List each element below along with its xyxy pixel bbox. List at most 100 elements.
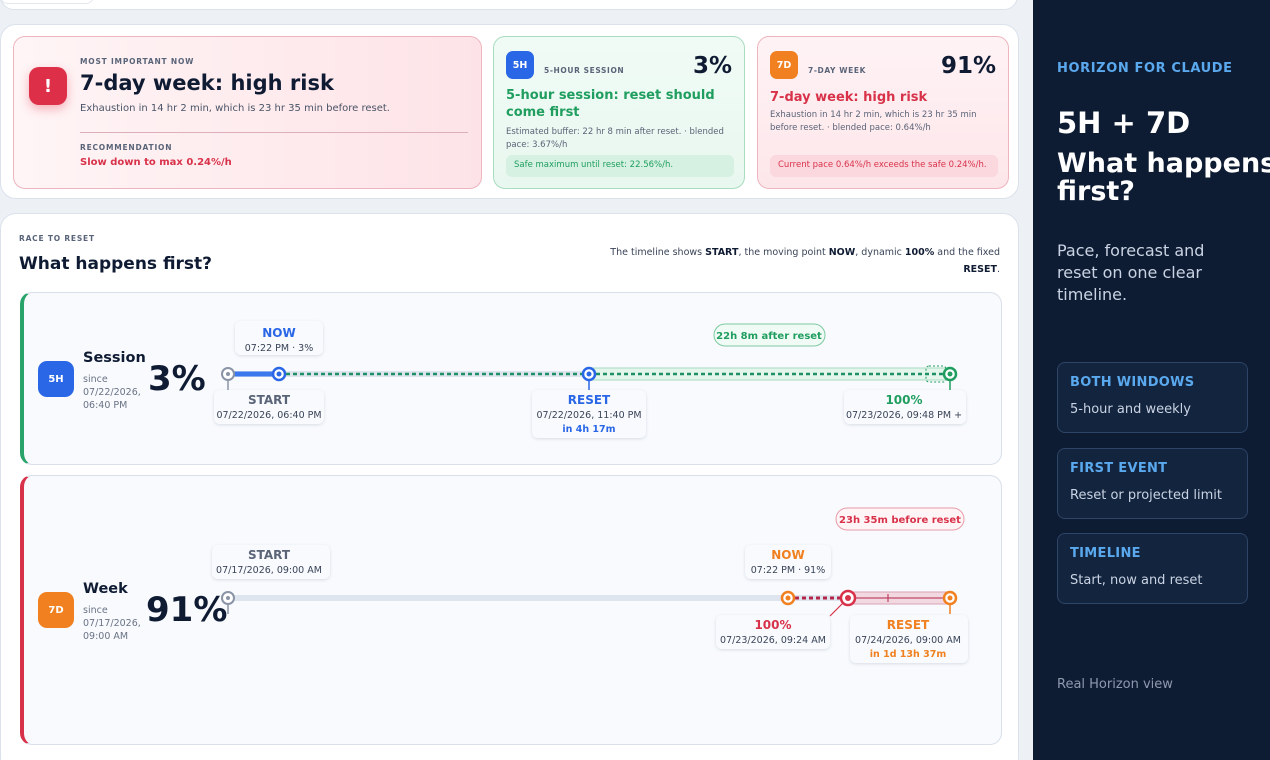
sidebar-lead: Pace, forecast and reset on one clear ti… bbox=[1057, 241, 1205, 304]
session-timeline: NOW 07:22 PM · 3% 22h 8m after reset STA… bbox=[214, 321, 966, 438]
session-lane-percent: 3% bbox=[148, 359, 206, 399]
week-lane-badge: 7D bbox=[38, 592, 74, 628]
now-marker-dot bbox=[276, 371, 282, 377]
week-lane-name: Week bbox=[83, 581, 128, 597]
note-start: START bbox=[705, 247, 739, 258]
full-label-box bbox=[844, 390, 966, 424]
week-since: since 07/17/2026, 09:00 AM bbox=[83, 604, 145, 643]
session-card-percent: 3% bbox=[692, 53, 732, 79]
week-card-sub: Exhaustion in 14 hr 2 min, which is 23 h… bbox=[770, 110, 977, 133]
session-card-sub: Estimated buffer: 22 hr 8 min after rese… bbox=[506, 127, 724, 150]
session-summary-card[interactable]: 5H 5-HOUR SESSION 3% 5-hour session: res… bbox=[493, 36, 745, 189]
start-label-box bbox=[214, 390, 324, 424]
session-safe-chip: Safe maximum until reset: 22.56%/h. bbox=[506, 155, 734, 177]
sidebar-headline-1: 5H + 7D bbox=[1057, 106, 1191, 140]
now-time: 07:22 PM · 3% bbox=[245, 343, 313, 354]
week-badge: 7D bbox=[770, 51, 798, 79]
top-panel-edge bbox=[0, 0, 1018, 10]
note-text: . bbox=[996, 264, 1000, 275]
start-label: START bbox=[248, 548, 291, 562]
reset-marker-dot bbox=[947, 595, 953, 601]
feature-card-first-event[interactable]: FIRST EVENT Reset or projected limit bbox=[1057, 448, 1248, 519]
primary-title: 7-day week: high risk bbox=[80, 71, 334, 95]
feature-text: Reset or projected limit bbox=[1070, 488, 1222, 503]
feature-card-both-windows[interactable]: BOTH WINDOWS 5-hour and weekly bbox=[1057, 362, 1248, 433]
now-label-box bbox=[745, 545, 831, 579]
reset-time: 07/22/2026, 11:40 PM bbox=[536, 410, 641, 421]
feature-title: FIRST EVENT bbox=[1070, 461, 1168, 476]
sidebar-headline-2: What happens first? bbox=[1057, 148, 1270, 207]
full-label: 100% bbox=[885, 393, 922, 407]
week-card-headline: 7-day week: high risk bbox=[770, 90, 928, 105]
race-eyebrow: RACE TO RESET bbox=[19, 234, 95, 243]
full-marker-dot bbox=[947, 371, 953, 377]
full-time: 07/23/2026, 09:24 AM bbox=[720, 635, 826, 646]
week-gap-text: 23h 35m before reset bbox=[839, 515, 961, 526]
primary-eyebrow: MOST IMPORTANT NOW bbox=[80, 57, 195, 66]
note-now: NOW bbox=[828, 247, 856, 258]
week-summary-card[interactable]: 7D 7-DAY WEEK 91% 7-day week: high risk … bbox=[757, 36, 1009, 189]
full-marker-dot bbox=[845, 595, 851, 601]
recommendation-text: Slow down to max 0.24%/h bbox=[80, 157, 232, 168]
session-since: since 07/22/2026, 06:40 PM bbox=[83, 373, 145, 412]
week-pace-chip: Current pace 0.64%/h exceeds the safe 0.… bbox=[770, 155, 998, 177]
since-label: since bbox=[83, 374, 108, 385]
sidebar-footer: Real Horizon view bbox=[1057, 677, 1173, 692]
start-marker-dot bbox=[226, 596, 230, 600]
note-text: , dynamic bbox=[855, 247, 905, 258]
note-text: The timeline shows bbox=[610, 247, 706, 258]
start-label-box bbox=[212, 545, 330, 579]
alert-icon: ! bbox=[29, 67, 67, 105]
primary-risk-card[interactable]: ! MOST IMPORTANT NOW 7-day week: high ri… bbox=[13, 36, 482, 189]
full-label-box bbox=[716, 615, 830, 649]
session-card-label: 5-HOUR SESSION bbox=[544, 66, 625, 75]
start-marker-dot bbox=[226, 372, 230, 376]
week-lane[interactable]: 7D Week since 07/17/2026, 09:00 AM 91% bbox=[20, 475, 1002, 745]
race-note: The timeline shows START, the moving poi… bbox=[580, 244, 1000, 278]
week-timeline: 23h 35m before reset START 07/17/2026, 0… bbox=[212, 507, 968, 663]
start-time: 07/22/2026, 06:40 PM bbox=[216, 410, 321, 421]
full-time: 07/23/2026, 09:48 PM + bbox=[846, 410, 962, 421]
main-area: ! MOST IMPORTANT NOW 7-day week: high ri… bbox=[0, 0, 1019, 760]
session-lane[interactable]: 5H Session since 07/22/2026, 06:40 PM 3% bbox=[20, 292, 1002, 465]
reset-label-box bbox=[850, 615, 968, 663]
week-card-label: 7-DAY WEEK bbox=[808, 66, 867, 75]
reset-marker-dot bbox=[586, 371, 592, 377]
primary-description: Exhaustion in 14 hr 2 min, which is 23 h… bbox=[80, 103, 390, 114]
session-card-headline: 5-hour session: reset should come first bbox=[506, 88, 715, 120]
brand-label: HORIZON FOR CLAUDE bbox=[1057, 61, 1233, 76]
session-badge: 5H bbox=[506, 51, 534, 79]
now-label: NOW bbox=[771, 548, 804, 562]
reset-label-box bbox=[532, 390, 646, 438]
top-tab-edge bbox=[0, 0, 94, 4]
recommendation-label: RECOMMENDATION bbox=[80, 143, 173, 152]
start-time: 07/17/2026, 09:00 AM bbox=[216, 565, 322, 576]
full-label: 100% bbox=[754, 618, 791, 632]
note-text: , the moving point bbox=[738, 247, 829, 258]
summary-panel: ! MOST IMPORTANT NOW 7-day week: high ri… bbox=[0, 24, 1019, 199]
reset-countdown: in 4h 17m bbox=[562, 424, 615, 435]
sidebar: HORIZON FOR CLAUDE 5H + 7D What happens … bbox=[1033, 0, 1270, 760]
feature-text: 5-hour and weekly bbox=[1070, 402, 1191, 417]
race-title: What happens first? bbox=[19, 254, 213, 274]
reset-time: 07/24/2026, 09:00 AM bbox=[855, 635, 961, 646]
feature-card-timeline[interactable]: TIMELINE Start, now and reset bbox=[1057, 533, 1248, 604]
week-lane-percent: 91% bbox=[146, 590, 228, 630]
note-text: and the fixed bbox=[934, 247, 1000, 258]
session-buffer-band bbox=[588, 367, 951, 381]
session-lane-name: Session bbox=[83, 350, 146, 366]
note-reset: RESET bbox=[963, 264, 997, 275]
reset-countdown: in 1d 13h 37m bbox=[870, 649, 947, 660]
reset-label: RESET bbox=[568, 393, 611, 407]
feature-text: Start, now and reset bbox=[1070, 573, 1203, 588]
overflow-marker bbox=[925, 365, 947, 383]
since-value: 07/22/2026, 06:40 PM bbox=[83, 387, 141, 411]
week-card-percent: 91% bbox=[940, 53, 996, 79]
now-label-box bbox=[235, 321, 323, 355]
since-label: since bbox=[83, 605, 108, 616]
now-label: NOW bbox=[262, 326, 295, 340]
feature-title: BOTH WINDOWS bbox=[1070, 375, 1195, 390]
since-value: 07/17/2026, 09:00 AM bbox=[83, 618, 141, 642]
now-time: 07:22 PM · 91% bbox=[751, 565, 826, 576]
divider bbox=[80, 132, 468, 133]
